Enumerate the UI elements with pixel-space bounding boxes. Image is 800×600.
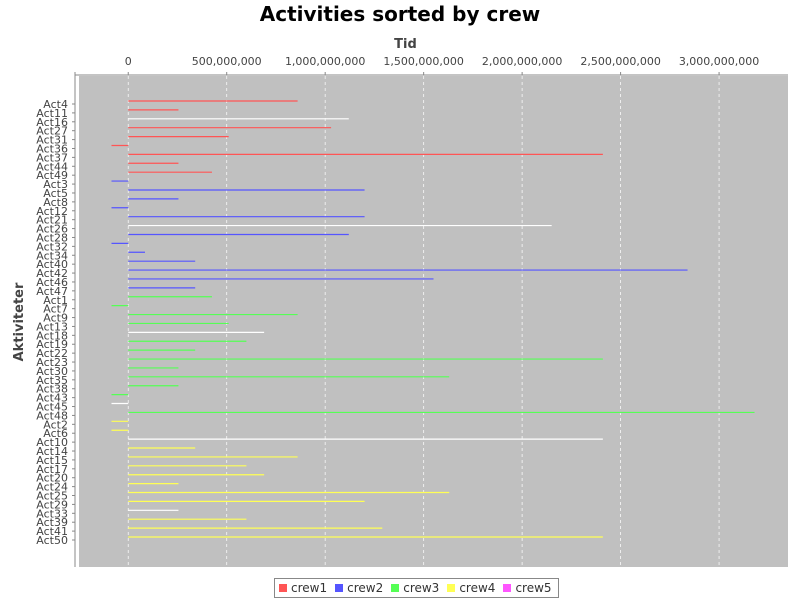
category-label: Act32 [36, 240, 68, 253]
legend-swatch [279, 584, 287, 592]
category-label: Act43 [36, 392, 68, 405]
x-axis-title: Tid [394, 37, 417, 52]
category-label: Act27 [36, 125, 68, 138]
category-label: Act37 [36, 151, 68, 164]
legend-item-crew4: crew4 [447, 581, 495, 595]
category-label: Act4 [43, 98, 68, 111]
legend-swatch [391, 584, 400, 592]
category-label: Act29 [36, 498, 68, 511]
category-label: Act23 [36, 356, 68, 369]
category-label: Act26 [36, 223, 68, 236]
category-label: Act6 [43, 427, 68, 440]
category-label: Act42 [36, 267, 68, 280]
legend-item-crew2: crew2 [335, 581, 383, 595]
category-label: Act5 [43, 187, 68, 200]
category-label: Act31 [36, 134, 68, 147]
legend-item-crew1: crew1 [279, 581, 327, 595]
category-label: Act44 [36, 160, 68, 173]
x-tick-label: 2,000,000,000 [482, 55, 562, 68]
category-label: Act45 [36, 401, 68, 414]
category-label: Act8 [43, 196, 68, 209]
category-label: Act21 [36, 214, 68, 227]
chart-title: Activities sorted by crew [259, 2, 541, 26]
category-label: Act17 [36, 463, 68, 476]
x-tick-label: 1,000,000,000 [285, 55, 365, 68]
x-tick-label: 2,500,000,000 [580, 55, 660, 68]
category-label: Act18 [36, 329, 68, 342]
category-label: Act3 [43, 178, 68, 191]
category-label: Act38 [36, 383, 68, 396]
category-label: Act49 [36, 169, 68, 182]
category-label: Act46 [36, 276, 68, 289]
category-label: Act47 [36, 285, 68, 298]
legend-swatch [335, 584, 344, 592]
category-label: Act30 [36, 365, 68, 378]
legend-label: crew3 [403, 581, 440, 595]
legend-label: crew4 [459, 581, 496, 595]
category-label: Act20 [36, 472, 68, 485]
x-tick-label: 1,500,000,000 [383, 55, 463, 68]
legend-label: crew5 [515, 581, 552, 595]
legend-label: crew1 [291, 581, 328, 595]
legend-swatch [447, 584, 456, 592]
legend: crew1 crew2 crew3 crew4 crew5 [274, 578, 559, 598]
category-label: Act2 [43, 418, 68, 431]
legend-item-crew5: crew5 [503, 581, 552, 595]
label-layer: 0 500,000,000 1,000,000,000 1,500,000,000 2,… [12, 37, 759, 547]
y-axis-title: Aktiviteter [12, 282, 27, 361]
category-label: Act22 [36, 347, 68, 360]
legend-label: crew2 [347, 581, 384, 595]
category-label: Act15 [36, 454, 68, 467]
grid-layer [72, 72, 788, 567]
category-label: Act16 [36, 116, 68, 129]
category-label: Act40 [36, 258, 68, 271]
legend-item-crew3: crew3 [391, 581, 439, 595]
category-label: Act39 [36, 516, 68, 529]
category-label: Act13 [36, 320, 68, 333]
plot-area [79, 76, 788, 567]
category-label: Act28 [36, 231, 68, 244]
x-tick-label: 0 [125, 55, 132, 68]
category-label: Act1 [43, 294, 68, 307]
category-label: Act19 [36, 338, 68, 351]
category-label: Act35 [36, 374, 68, 387]
category-label: Act12 [36, 205, 68, 218]
category-label: Act34 [36, 249, 68, 262]
category-label: Act50 [36, 534, 68, 547]
category-label: Act36 [36, 142, 68, 155]
bar-layer [111, 100, 755, 538]
x-tick-label: 3,000,000,000 [679, 55, 759, 68]
category-label: Act33 [36, 507, 68, 520]
x-tick-label: 500,000,000 [192, 55, 262, 68]
category-label: Act10 [36, 436, 68, 449]
category-label: Act14 [36, 445, 68, 458]
category-label: Act11 [36, 107, 68, 120]
category-label: Act24 [36, 481, 68, 494]
category-label: Act25 [36, 490, 68, 503]
legend-swatch [503, 584, 512, 592]
category-label: Act9 [43, 312, 68, 325]
category-label: Act41 [36, 525, 68, 538]
category-label: Act7 [43, 303, 68, 316]
category-label: Act48 [36, 409, 68, 422]
